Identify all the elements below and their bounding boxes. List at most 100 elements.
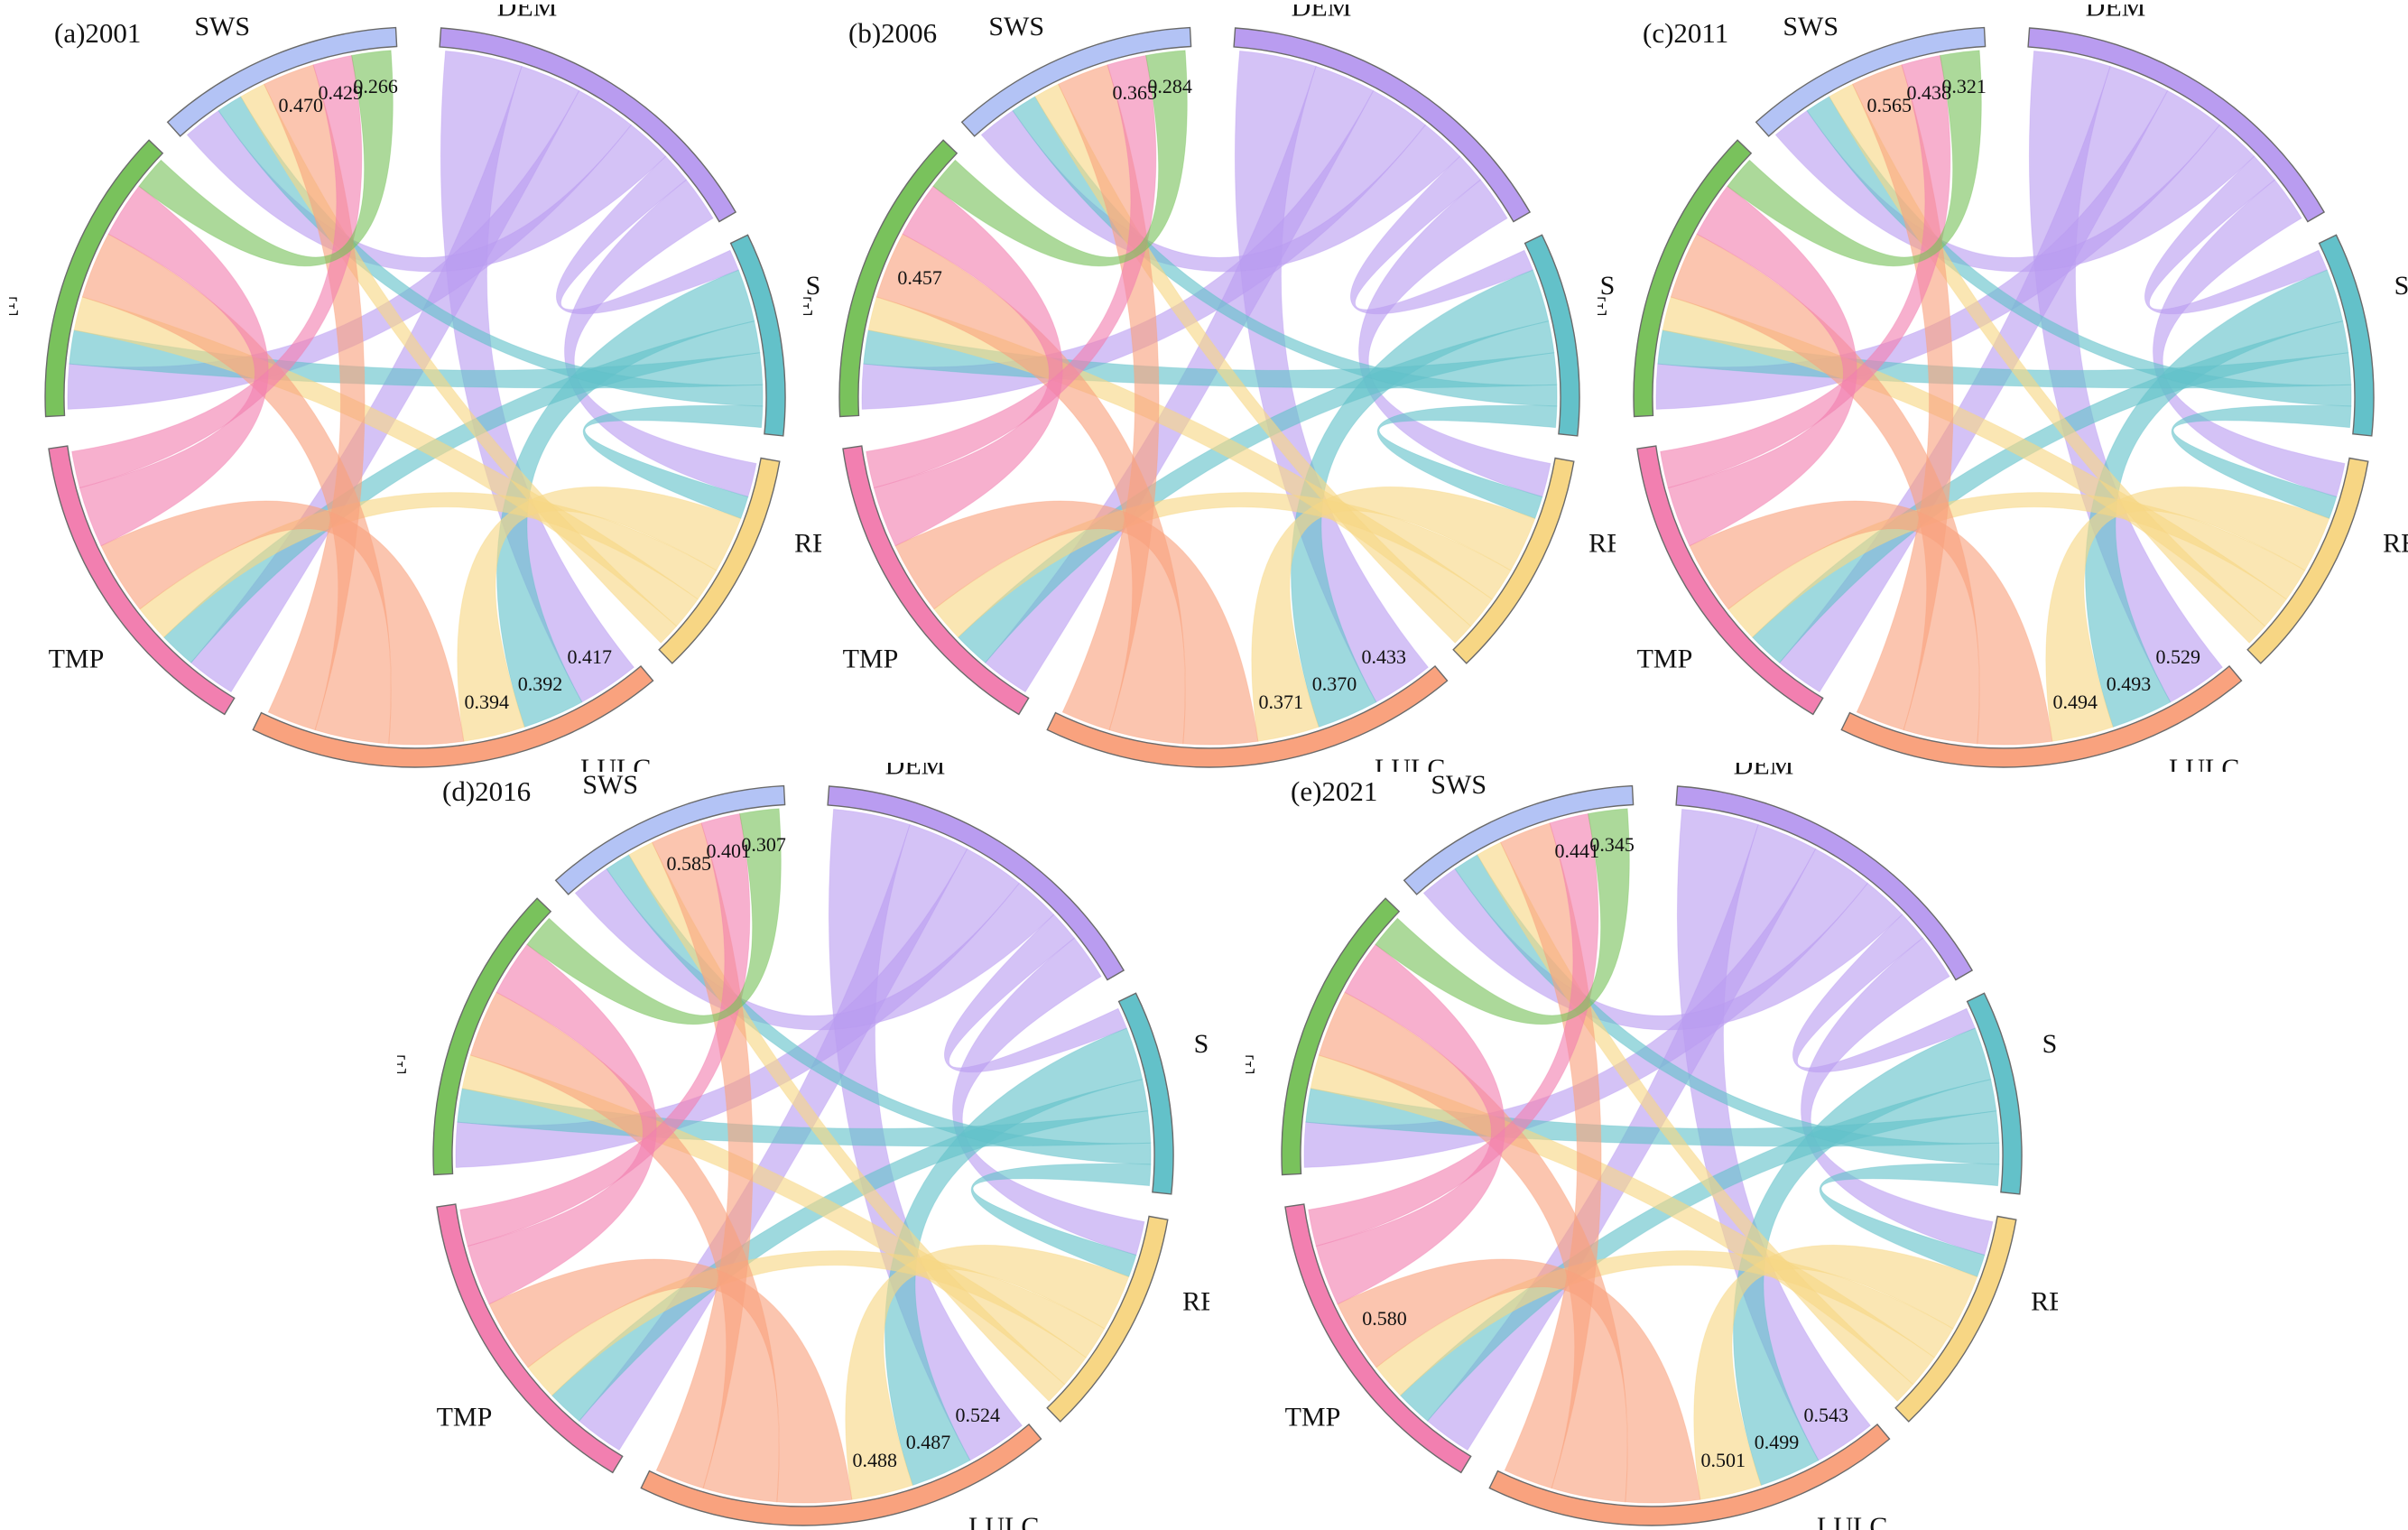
chord-svg: DEM SLOP REL LULC TMP PRE SWS (b)2006 0.370 0.371…: [803, 5, 1616, 772]
chord-rel-sws: [240, 83, 678, 644]
chord-value-label: 0.494: [2052, 691, 2098, 713]
sector-arc-pre: [1633, 139, 1753, 418]
sector-arc-lulc: [640, 1423, 1042, 1526]
sector-arc-sws: [554, 784, 786, 895]
sector-arc-sws: [1755, 26, 1987, 137]
sector-arc-rel: [1046, 1215, 1169, 1423]
chord-slop-sws: [1806, 96, 2352, 407]
chord-dem-slop: [1350, 155, 1533, 315]
panel-title: (a)2001: [54, 17, 141, 49]
sector-arc-pre: [432, 897, 552, 1176]
chord-value-label: 0.401: [707, 839, 752, 862]
chord-slop-sws: [1454, 854, 2000, 1165]
chord-panel: DEM SLOP REL LULC TMP PRE SWS (b)2006 0.370 0.371…: [803, 5, 1616, 772]
chord-svg: DEM SLOP REL LULC TMP PRE SWS (e)2021 0.499 0.501…: [1246, 763, 2058, 1530]
sector-label-slop: SLOP: [2394, 271, 2408, 301]
sector-arc-pre: [44, 139, 164, 418]
chord-slop-sws: [606, 854, 1152, 1165]
chord-rel-sws: [1829, 83, 2266, 644]
chord-value-label: 0.524: [955, 1404, 1000, 1426]
sector-label-dem: DEM: [885, 763, 946, 780]
panel-title: (d)2016: [442, 775, 531, 807]
sector-arc-slop: [729, 234, 786, 437]
sector-label-dem: DEM: [1292, 5, 1352, 22]
chord-value-label: 0.470: [279, 94, 324, 116]
chord-svg: DEM SLOP REL LULC TMP PRE SWS (c)2011 0.493 0.494…: [1598, 5, 2408, 772]
chord-pre-sws: [932, 50, 1188, 266]
sector-label-tmp: TMP: [49, 644, 105, 673]
sector-label-slop: SLOP: [1600, 271, 1616, 301]
sector-arc-dem: [1233, 27, 1532, 223]
chord-pre-sws: [138, 50, 394, 266]
chord-pre-sws: [1727, 50, 1982, 266]
sector-arc-rel: [2246, 457, 2369, 664]
chord-value-label: 0.417: [567, 645, 612, 668]
sector-arc-slop: [2318, 234, 2375, 437]
chord-panel: DEM SLOP REL LULC TMP PRE SWS (e)2021 0.499 0.501…: [1246, 763, 2058, 1530]
sector-arc-tmp: [1636, 445, 1824, 716]
chord-dem-slop: [2144, 155, 2328, 315]
sector-label-sws: SWS: [1431, 770, 1486, 800]
chord-value-label: 0.284: [1147, 75, 1192, 97]
chord-tmp-sws: [1308, 812, 1599, 1247]
chord-dem-sws: [1774, 109, 2255, 273]
chord-value-label: 0.438: [1907, 81, 1952, 104]
sector-arc-slop: [1117, 992, 1174, 1195]
panel-title: (e)2021: [1291, 775, 1377, 807]
sector-label-pre: PRE: [803, 292, 814, 321]
chord-tmp-sws: [459, 812, 751, 1247]
chord-value-label: 0.457: [897, 266, 942, 289]
chord-value-label: 0.321: [1941, 75, 1987, 97]
chord-value-label: 0.565: [1867, 94, 1913, 116]
sector-arc-rel: [1894, 1215, 2017, 1423]
sector-label-rel: REL: [1588, 528, 1616, 558]
sector-label-lulc: LULC: [1817, 1512, 1887, 1530]
chord-value-label: 0.488: [852, 1449, 897, 1471]
chord-value-label: 0.266: [353, 75, 398, 97]
chord-value-label: 0.585: [667, 852, 712, 875]
sector-arc-dem: [439, 27, 737, 223]
chord-tmp-sws: [866, 54, 1157, 489]
panel-title: (b)2006: [848, 17, 937, 49]
sector-arc-sws: [166, 26, 398, 137]
sector-arc-lulc: [1046, 665, 1449, 768]
chord-value-label: 0.487: [906, 1431, 951, 1453]
sector-label-lulc: LULC: [1375, 754, 1445, 772]
chord-slop-rel: [582, 404, 764, 520]
chord-tmp-pre: [467, 943, 657, 1305]
chord-value-label: 0.529: [2155, 645, 2200, 668]
chord-rel-sws: [1034, 83, 1472, 644]
sector-arc-sws: [1403, 784, 1635, 895]
chord-dem-slop: [1792, 913, 1976, 1073]
chord-svg: DEM SLOP REL LULC TMP PRE SWS (a)2001 0.392 0.394…: [9, 5, 821, 772]
chord-tmp-sws: [1660, 54, 1951, 489]
sector-label-lulc: LULC: [580, 754, 651, 772]
chord-value-label: 0.307: [741, 833, 786, 856]
chord-tmp-pre: [1315, 943, 1505, 1305]
chord-value-label: 0.370: [1312, 672, 1357, 695]
sector-label-dem: DEM: [1734, 763, 1794, 780]
chord-value-label: 0.501: [1700, 1449, 1746, 1471]
sector-label-sws: SWS: [582, 770, 638, 800]
chord-ribbons: [1655, 50, 2352, 746]
chord-value-label: 0.392: [518, 672, 563, 695]
sector-label-slop: SLOP: [1194, 1029, 1209, 1059]
chord-pre-sws: [1375, 808, 1630, 1025]
sector-label-dem: DEM: [497, 5, 558, 22]
chord-rel-sws: [1477, 841, 1914, 1402]
sector-label-slop: SLOP: [806, 271, 821, 301]
sector-label-sws: SWS: [194, 12, 250, 42]
sector-arc-pre: [1281, 897, 1401, 1176]
chord-dem-sws: [574, 867, 1055, 1031]
chord-slop-sws: [1012, 96, 1558, 407]
sector-label-pre: PRE: [1598, 292, 1608, 321]
sector-label-rel: REL: [794, 528, 821, 558]
sector-arc-slop: [1524, 234, 1580, 437]
chord-value-label: 0.345: [1589, 833, 1635, 856]
sector-label-slop: SLOP: [2042, 1029, 2058, 1059]
sector-label-tmp: TMP: [1637, 644, 1693, 673]
chord-rel-sws: [628, 841, 1066, 1402]
chord-value-label: 0.365: [1113, 81, 1158, 104]
chord-tmp-pre: [1667, 185, 1857, 547]
chord-tmp-sws: [71, 54, 363, 489]
